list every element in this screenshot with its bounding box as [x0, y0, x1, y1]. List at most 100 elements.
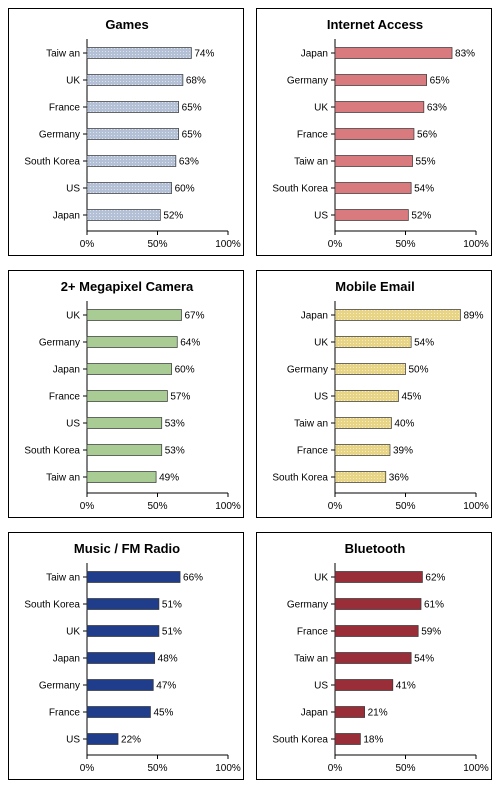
category-label: UK — [314, 338, 328, 349]
chart-title: 2+ Megapixel Camera — [61, 279, 194, 294]
category-label: France — [297, 446, 329, 457]
category-label: Germany — [287, 600, 328, 611]
bar-france — [86, 390, 168, 402]
bar-france — [86, 706, 151, 718]
category-label: Japan — [301, 708, 328, 719]
category-label: Japan — [53, 654, 80, 665]
category-label: Taiw an — [294, 654, 328, 665]
x-tick-label: 50% — [395, 763, 415, 774]
x-tick-label: 50% — [395, 501, 415, 512]
bar-south-korea — [334, 471, 387, 483]
category-label: UK — [314, 573, 328, 584]
bar-south-korea — [334, 182, 412, 194]
category-label: Japan — [301, 49, 328, 60]
chart-svg: Games 0% 50% 100% Taiw an 74% UK 68% France 65% Ge… — [24, 17, 241, 250]
bar-france — [334, 625, 419, 637]
category-label: South Korea — [272, 184, 328, 195]
chart-svg: Internet Access 0% 50% 100% Japan 83% Germany 6… — [272, 17, 489, 250]
category-label: US — [66, 419, 80, 430]
value-label: 49% — [159, 473, 179, 484]
value-label: 61% — [424, 600, 444, 611]
x-tick-label: 100% — [215, 239, 241, 250]
category-label: UK — [314, 103, 328, 114]
chart-panel-games: Games 0% 50% 100% Taiw an 74% UK 68% France 65% Ge… — [8, 8, 244, 256]
chart-svg: Mobile Email 0% 50% 100% Japan 89% UK 54% German… — [272, 279, 489, 512]
value-label: 60% — [175, 365, 195, 376]
value-label: 65% — [182, 103, 202, 114]
chart-panel-bluetooth: Bluetooth 0% 50% 100% UK 62% Germany 61% France 5… — [256, 532, 492, 780]
bar-taiw-an — [86, 47, 192, 59]
chart-panel-megapixel-camera: 2+ Megapixel Camera 0% 50% 100% UK 67% Germany… — [8, 270, 244, 518]
chart-panel-music-fm-radio: Music / FM Radio 0% 50% 100% Taiw an 66% South… — [8, 532, 244, 780]
bar-japan — [334, 47, 453, 59]
value-label: 48% — [158, 654, 178, 665]
value-label: 56% — [417, 130, 437, 141]
bar-germany — [86, 128, 180, 140]
bar-us — [86, 182, 172, 194]
value-label: 39% — [393, 446, 413, 457]
chart-title: Music / FM Radio — [74, 541, 180, 556]
chart-title: Games — [105, 17, 148, 32]
value-label: 64% — [180, 338, 200, 349]
category-label: France — [49, 392, 81, 403]
value-label: 89% — [463, 311, 483, 322]
category-label: Germany — [39, 338, 80, 349]
bar-south-korea — [86, 155, 177, 167]
category-label: Germany — [287, 76, 328, 87]
value-label: 66% — [183, 573, 203, 584]
chart-title: Internet Access — [327, 17, 423, 32]
bar-france — [334, 128, 415, 140]
bar-japan — [334, 706, 365, 718]
value-label: 83% — [455, 49, 475, 60]
x-tick-label: 50% — [395, 239, 415, 250]
category-label: Germany — [39, 130, 80, 141]
value-label: 51% — [162, 600, 182, 611]
bar-us — [334, 679, 394, 691]
bar-south-korea — [86, 598, 160, 610]
x-tick-label: 0% — [80, 501, 95, 512]
category-label: South Korea — [24, 600, 80, 611]
category-label: Taiw an — [46, 573, 80, 584]
chart-svg: 2+ Megapixel Camera 0% 50% 100% UK 67% Germany… — [24, 279, 241, 512]
chart-svg: Music / FM Radio 0% 50% 100% Taiw an 66% South… — [24, 541, 241, 774]
value-label: 54% — [414, 184, 434, 195]
value-label: 62% — [425, 573, 445, 584]
category-label: US — [314, 681, 328, 692]
value-label: 53% — [165, 446, 185, 457]
category-label: France — [297, 130, 329, 141]
chart-panel-internet-access: Internet Access 0% 50% 100% Japan 83% Germany 6… — [256, 8, 492, 256]
bar-japan — [86, 209, 161, 221]
value-label: 47% — [156, 681, 176, 692]
category-label: South Korea — [24, 157, 80, 168]
category-label: Japan — [53, 211, 80, 222]
bar-uk — [334, 101, 425, 113]
value-label: 65% — [182, 130, 202, 141]
category-label: France — [297, 627, 329, 638]
category-label: UK — [66, 627, 80, 638]
bar-japan — [86, 363, 172, 375]
bar-japan — [86, 652, 156, 664]
bar-taiw-an — [86, 471, 157, 483]
value-label: 52% — [411, 211, 431, 222]
category-label: US — [314, 392, 328, 403]
category-label: France — [49, 103, 81, 114]
category-label: South Korea — [272, 735, 328, 746]
bar-taiw-an — [334, 652, 412, 664]
bar-us — [334, 390, 399, 402]
category-label: Germany — [287, 365, 328, 376]
bar-south-korea — [86, 444, 163, 456]
value-label: 57% — [170, 392, 190, 403]
value-label: 63% — [179, 157, 199, 168]
value-label: 55% — [416, 157, 436, 168]
bar-france — [334, 444, 391, 456]
x-tick-label: 100% — [215, 501, 241, 512]
value-label: 40% — [394, 419, 414, 430]
bar-japan — [334, 309, 461, 321]
bar-taiw-an — [334, 417, 392, 429]
bar-us — [86, 733, 119, 745]
x-tick-label: 0% — [328, 239, 343, 250]
x-tick-label: 0% — [80, 763, 95, 774]
value-label: 52% — [163, 211, 183, 222]
category-label: US — [66, 184, 80, 195]
value-label: 74% — [194, 49, 214, 60]
